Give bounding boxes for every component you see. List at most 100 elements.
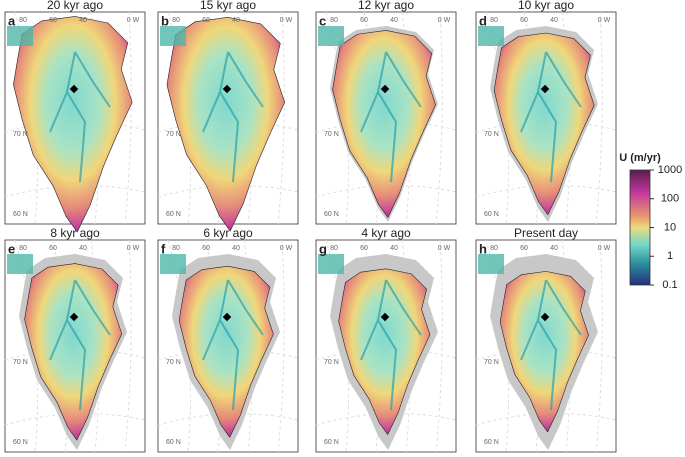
lon-label: 0 W xyxy=(280,17,293,24)
lat-label: 70 N xyxy=(484,131,499,138)
ice-stream xyxy=(520,279,582,411)
map-panel: 80 60 40 0 W 70 N 60 N e xyxy=(4,239,146,453)
colorbar-tick-label: 0.1 xyxy=(662,279,677,291)
panel-title: 15 kyr ago xyxy=(200,0,256,12)
lon-label: 80 xyxy=(19,245,27,252)
lat-label: 60 N xyxy=(484,439,499,446)
summit-marker xyxy=(69,84,79,94)
lat-label: 70 N xyxy=(324,131,339,138)
lon-label: 40 xyxy=(79,17,87,24)
ice-sheet xyxy=(338,268,431,436)
lat-label: 60 N xyxy=(324,211,339,218)
panel-letter: h xyxy=(479,241,487,256)
lat-label: 70 N xyxy=(13,359,28,366)
panel-letter: e xyxy=(8,241,15,256)
map-panel: 80 60 40 0 W 70 N 60 N g xyxy=(315,239,457,453)
lon-label: 60 xyxy=(49,245,57,252)
graticule xyxy=(435,239,443,453)
map-panel: 80 60 40 0 W 70 N 60 N b xyxy=(157,11,299,232)
lat-label: 70 N xyxy=(13,131,28,138)
ice-sheet xyxy=(499,271,589,433)
lon-label: 60 xyxy=(202,17,210,24)
inset xyxy=(478,26,504,46)
ice-stream xyxy=(202,51,264,183)
lon-label: 60 xyxy=(202,245,210,252)
inset xyxy=(318,254,344,274)
lon-label: 80 xyxy=(490,245,498,252)
ice-sheet xyxy=(332,30,436,218)
lon-label: 40 xyxy=(550,17,558,24)
lon-label: 80 xyxy=(19,17,27,24)
panel-title: 4 kyr ago xyxy=(361,226,411,240)
lon-label: 0 W xyxy=(438,17,451,24)
map-panel: 80 60 40 0 W 70 N 60 N c xyxy=(315,11,457,225)
lon-label: 40 xyxy=(232,17,240,24)
lat-label: 60 N xyxy=(166,439,181,446)
inset xyxy=(7,26,33,46)
summit-marker xyxy=(540,312,550,322)
summit-marker xyxy=(380,84,390,94)
ice-stream xyxy=(360,51,422,183)
lon-label: 40 xyxy=(79,245,87,252)
ice-stream xyxy=(49,51,111,183)
lat-label: 60 N xyxy=(13,211,28,218)
lon-label: 80 xyxy=(330,17,338,24)
graticule xyxy=(124,11,132,225)
lon-label: 60 xyxy=(49,17,57,24)
ice-sheet xyxy=(493,32,595,216)
ice-sheet xyxy=(178,265,274,438)
colorbar xyxy=(629,169,651,286)
panel-letter: c xyxy=(319,13,326,28)
panel-title: Present day xyxy=(514,226,578,240)
colorbar-tick-label: 100 xyxy=(661,193,679,205)
inset xyxy=(318,26,344,46)
lon-label: 80 xyxy=(490,17,498,24)
graticule xyxy=(595,11,603,225)
colorbar-tick-label: 1 xyxy=(667,250,673,262)
lon-label: 0 W xyxy=(438,245,451,252)
ice-stream xyxy=(520,51,582,183)
ice-sheet xyxy=(166,17,286,232)
graticule xyxy=(124,239,132,453)
inset xyxy=(7,254,33,274)
graticule xyxy=(595,239,603,453)
map-panel: 80 60 40 0 W 70 N 60 N f xyxy=(157,239,299,453)
lat-label: 60 N xyxy=(324,439,339,446)
summit-marker xyxy=(380,312,390,322)
panel-title: 8 kyr ago xyxy=(50,226,100,240)
lon-label: 0 W xyxy=(598,245,611,252)
lon-label: 60 xyxy=(360,17,368,24)
lon-label: 40 xyxy=(550,245,558,252)
lon-label: 60 xyxy=(520,245,528,252)
lat-label: 70 N xyxy=(324,359,339,366)
lon-label: 0 W xyxy=(127,245,140,252)
panel-letter: d xyxy=(479,13,487,28)
ice-sheet xyxy=(13,16,133,233)
panel-letter: a xyxy=(8,13,16,28)
ice-stream xyxy=(202,279,264,411)
graticule xyxy=(277,239,285,453)
colorbar-tick-label: 1000 xyxy=(658,164,682,176)
map-panel: 80 60 40 0 W 70 N 60 N d xyxy=(475,11,617,225)
lon-label: 0 W xyxy=(598,17,611,24)
lon-label: 60 xyxy=(520,17,528,24)
panel-title: 12 kyr ago xyxy=(358,0,414,12)
lon-label: 80 xyxy=(172,245,180,252)
summit-marker xyxy=(222,312,232,322)
lon-label: 80 xyxy=(330,245,338,252)
lon-label: 40 xyxy=(390,245,398,252)
inset xyxy=(160,254,186,274)
inset xyxy=(478,254,504,274)
panel-letter: g xyxy=(319,241,327,256)
lon-label: 40 xyxy=(390,17,398,24)
ice-stream xyxy=(360,279,422,411)
panel-title: 20 kyr ago xyxy=(47,0,103,12)
summit-marker xyxy=(69,312,79,322)
lon-label: 0 W xyxy=(280,245,293,252)
lat-label: 70 N xyxy=(166,359,181,366)
ice-stream xyxy=(49,279,111,411)
colorbar-title: U (m/yr) xyxy=(619,152,661,164)
ice-sheet xyxy=(24,263,123,441)
inset xyxy=(160,26,186,46)
